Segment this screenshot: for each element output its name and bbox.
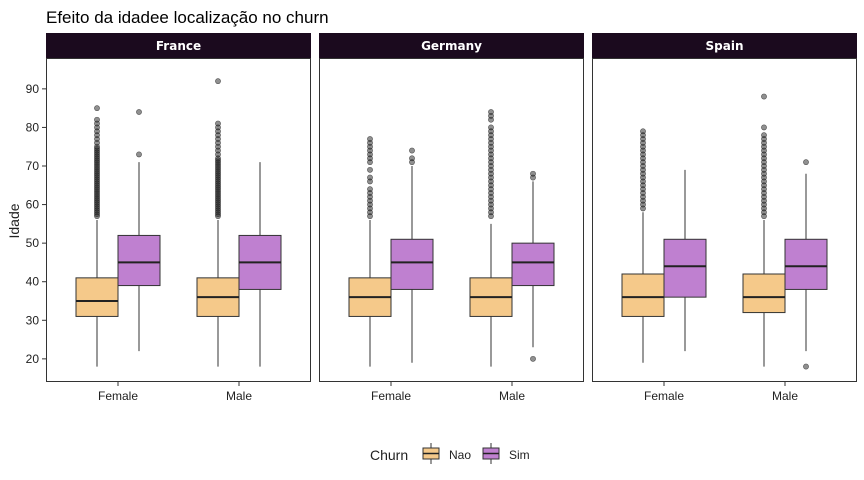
box-male-sim — [238, 162, 282, 367]
box-male-nao — [742, 93, 786, 367]
y-tick-label: 30 — [26, 313, 40, 327]
panel-border — [46, 58, 311, 382]
facet-panels: France Female Male Germany Female Male Spain Fe… — [46, 33, 857, 403]
box-iqr — [390, 238, 434, 290]
box-iqr — [621, 273, 665, 317]
y-tick-label: 60 — [26, 198, 40, 212]
box-iqr — [117, 234, 161, 287]
outlier-point — [488, 124, 494, 131]
panel-spain: Spain Female Male — [592, 33, 857, 403]
legend-label-sim: Sim — [509, 448, 530, 462]
x-tick-label: Female — [371, 389, 411, 403]
box-male-nao — [469, 109, 513, 367]
chart-title: Efeito da idadee localização no churn — [46, 8, 329, 27]
x-tick-label: Male — [499, 389, 525, 403]
outlier-point — [530, 170, 536, 177]
outlier-point — [409, 155, 415, 162]
facet-strip — [319, 33, 584, 58]
panel-france: France Female Male — [46, 33, 311, 403]
outlier-point — [409, 147, 415, 154]
x-tick-label: Male — [772, 389, 798, 403]
x-tick-label: Male — [226, 389, 252, 403]
outlier-point — [803, 363, 809, 370]
box-iqr — [784, 238, 828, 290]
outlier-point — [215, 120, 221, 127]
facet-strip-label: Spain — [706, 39, 744, 53]
facet-strip-label: Germany — [421, 39, 482, 53]
y-tick-label: 90 — [26, 82, 40, 96]
outlier-point — [215, 78, 221, 85]
outlier-point — [803, 159, 809, 166]
y-tick-label: 20 — [26, 352, 40, 366]
outlier-point — [136, 151, 142, 158]
y-axis-title: Idade — [6, 203, 22, 238]
legend-title: Churn — [370, 447, 408, 463]
outlier-point — [94, 105, 100, 112]
box-female-nao — [75, 105, 119, 367]
box-iqr — [663, 238, 707, 298]
box-male-sim — [511, 170, 555, 362]
legend-key-nao — [422, 443, 440, 464]
outlier-point — [367, 136, 373, 142]
y-axis: 20 30 40 50 60 70 80 90 — [26, 82, 46, 366]
outlier-point — [367, 166, 373, 173]
outlier-point — [761, 132, 767, 139]
box-male-sim — [784, 159, 828, 370]
legend: Churn Nao Sim — [370, 443, 530, 464]
panel-border — [319, 58, 584, 382]
facet-strip-label: France — [156, 39, 201, 53]
outlier-point — [367, 174, 373, 181]
panel-border — [592, 58, 857, 382]
outlier-point — [136, 109, 142, 115]
panel-germany: Germany Female Male — [319, 33, 584, 403]
box-female-nao — [621, 128, 665, 363]
box-male-nao — [196, 78, 240, 367]
box-female-sim — [390, 147, 434, 363]
box-female-nao — [348, 136, 392, 367]
x-tick-label: Female — [98, 389, 138, 403]
box-iqr — [742, 273, 786, 314]
facet-strip — [592, 33, 857, 58]
legend-label-nao: Nao — [449, 448, 471, 462]
outlier-point — [761, 93, 767, 100]
legend-key-sim — [482, 443, 500, 464]
box-iqr — [75, 277, 119, 317]
facet-strip — [46, 33, 311, 58]
outlier-point — [367, 186, 373, 193]
y-tick-label: 50 — [26, 236, 40, 250]
x-tick-label: Female — [644, 389, 684, 403]
outlier-point — [94, 116, 100, 123]
outlier-point — [530, 355, 536, 362]
box-female-sim — [117, 109, 161, 352]
outlier-point — [640, 128, 646, 135]
y-tick-label: 40 — [26, 275, 40, 289]
outlier-point — [488, 109, 494, 115]
y-tick-label: 80 — [26, 120, 40, 134]
box-iqr — [511, 242, 555, 287]
y-tick-label: 70 — [26, 159, 40, 173]
box-female-sim — [663, 169, 707, 352]
outlier-point — [761, 124, 767, 131]
